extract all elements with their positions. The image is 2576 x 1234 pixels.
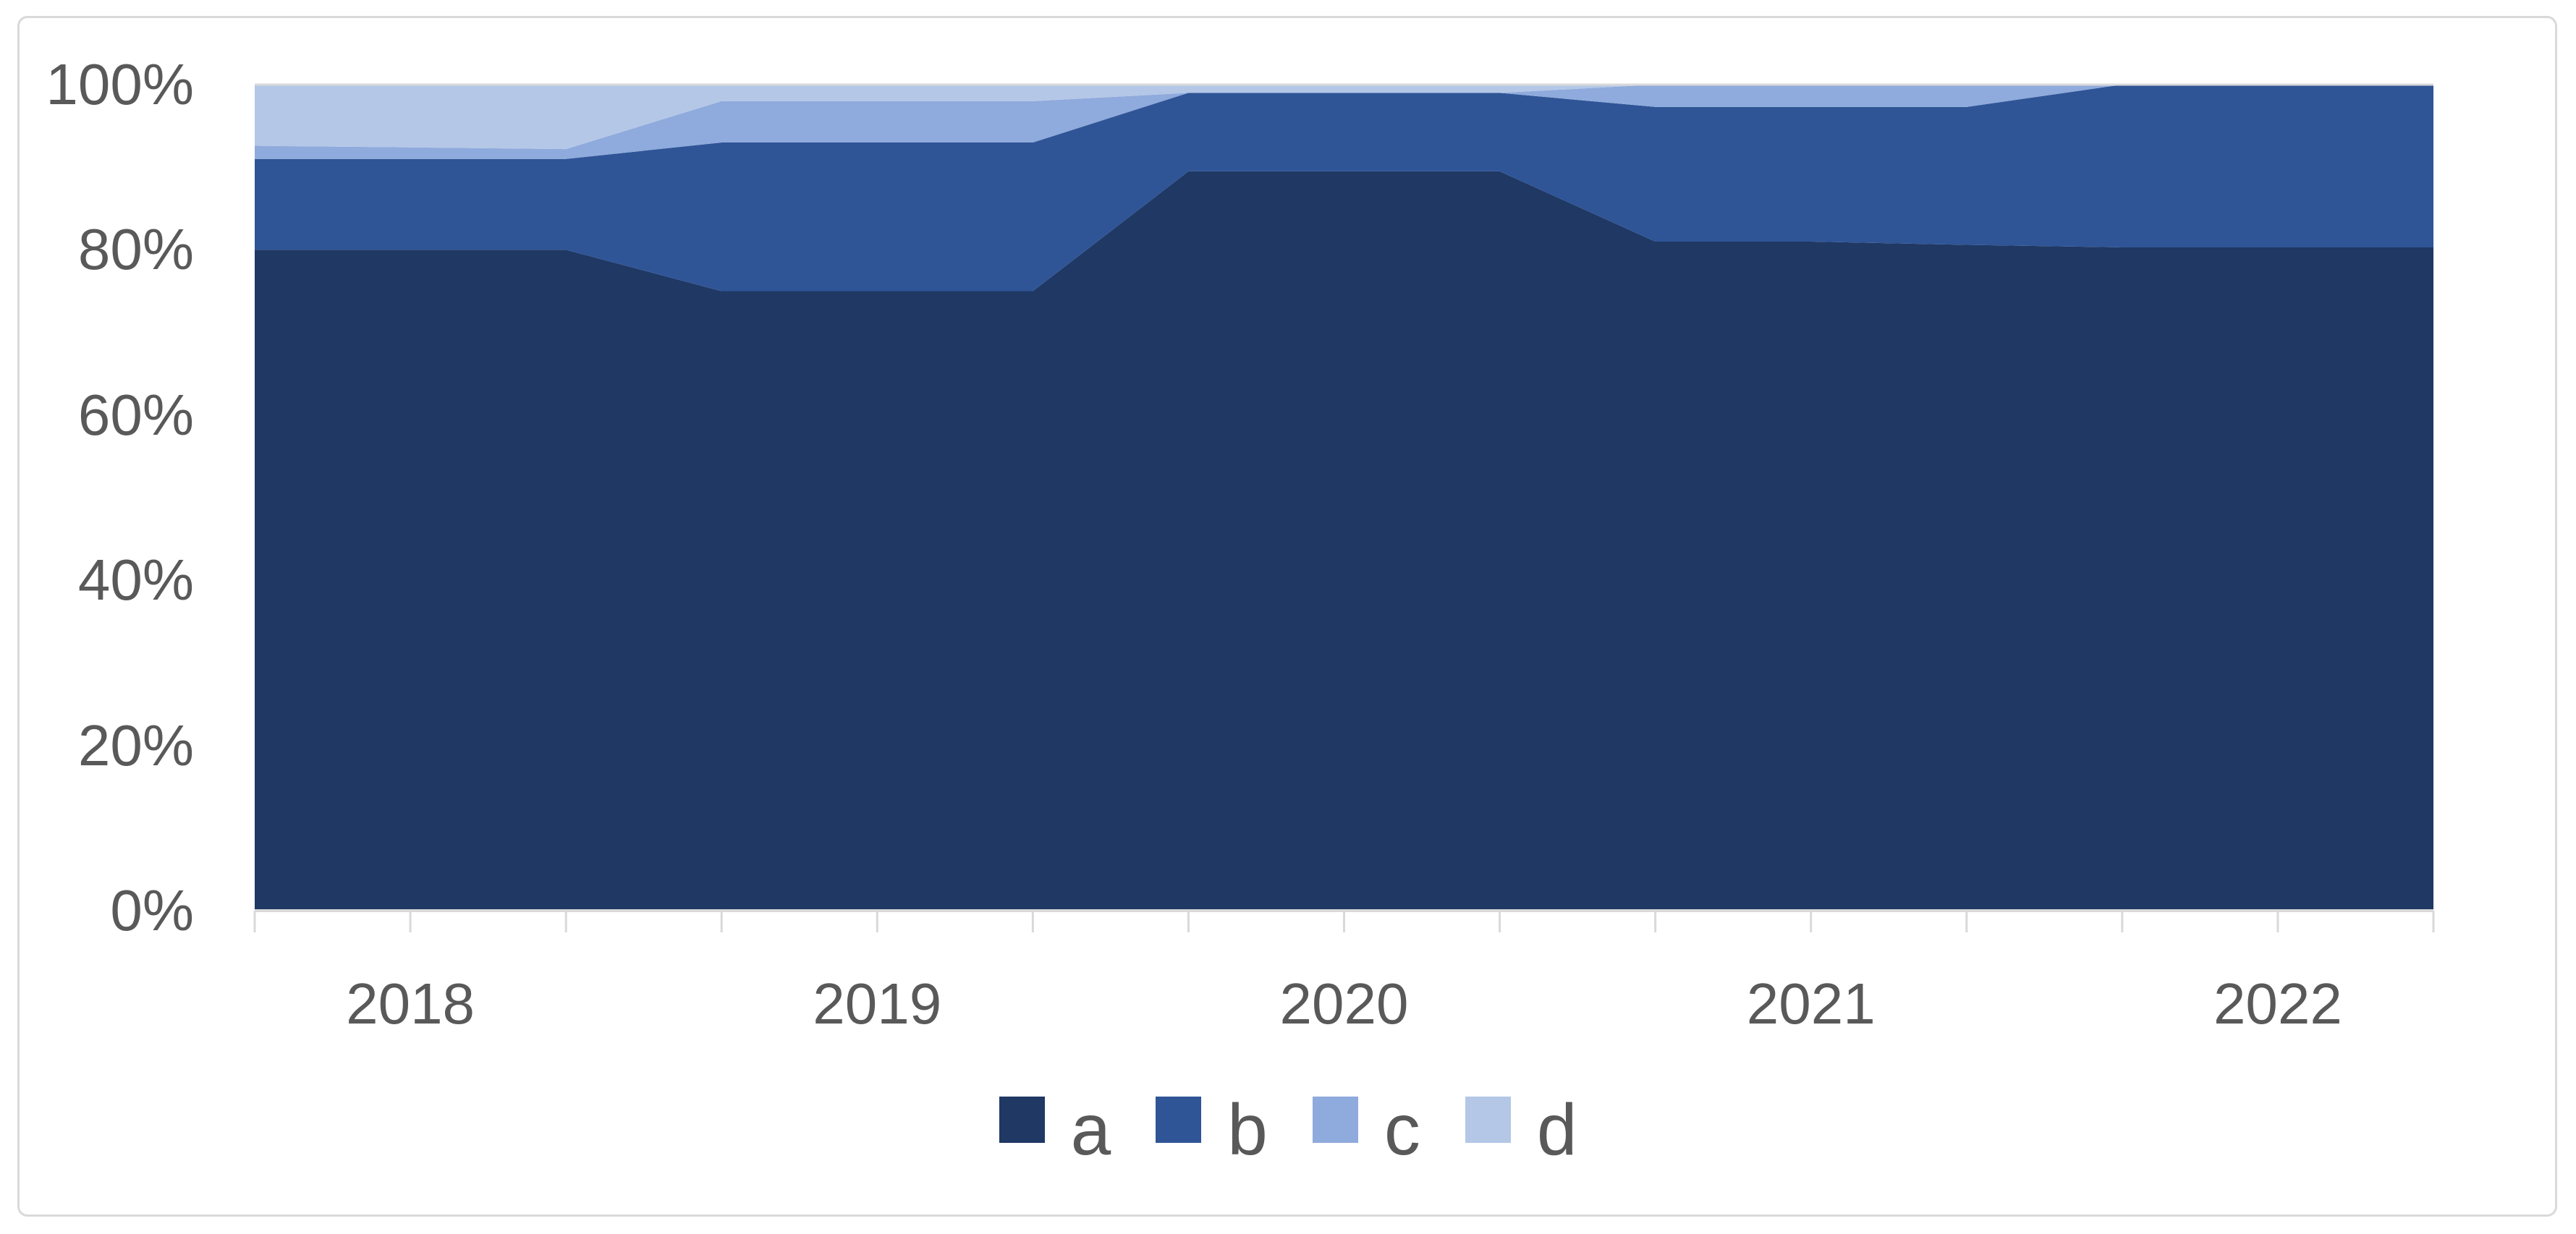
legend-item-d: d xyxy=(1465,1089,1577,1170)
y-axis-label-100: 100% xyxy=(46,52,194,116)
legend-swatch-b xyxy=(1156,1097,1202,1143)
x-axis-label-2021: 2021 xyxy=(1746,971,1876,1036)
legend-swatch-d xyxy=(1465,1097,1511,1143)
y-axis-label-80: 80% xyxy=(77,217,194,282)
x-axis-label-2020: 2020 xyxy=(1279,971,1409,1036)
area-series-a xyxy=(255,171,2433,911)
legend-item-a: a xyxy=(999,1089,1111,1170)
x-axis-label-2018: 2018 xyxy=(346,971,475,1036)
y-axis-label-0: 0% xyxy=(110,878,194,942)
legend-swatch-c xyxy=(1312,1097,1358,1143)
chart-legend: a b c d xyxy=(0,1089,2576,1170)
area-series-c xyxy=(255,85,2433,159)
legend-label-a: a xyxy=(1070,1089,1111,1170)
y-axis-label-60: 60% xyxy=(77,382,194,447)
x-axis-label-2019: 2019 xyxy=(813,971,942,1036)
area-series-b xyxy=(255,85,2433,292)
area-series-d xyxy=(255,85,2433,150)
legend-label-d: d xyxy=(1536,1089,1577,1170)
legend-label-b: b xyxy=(1227,1089,1268,1170)
x-axis-label-2022: 2022 xyxy=(2213,971,2342,1036)
legend-item-b: b xyxy=(1156,1089,1268,1170)
legend-swatch-a xyxy=(999,1097,1045,1143)
y-axis-label-20: 20% xyxy=(77,712,194,778)
legend-label-c: c xyxy=(1384,1089,1420,1170)
legend-item-c: c xyxy=(1312,1089,1420,1170)
y-axis-label-40: 40% xyxy=(77,548,194,613)
